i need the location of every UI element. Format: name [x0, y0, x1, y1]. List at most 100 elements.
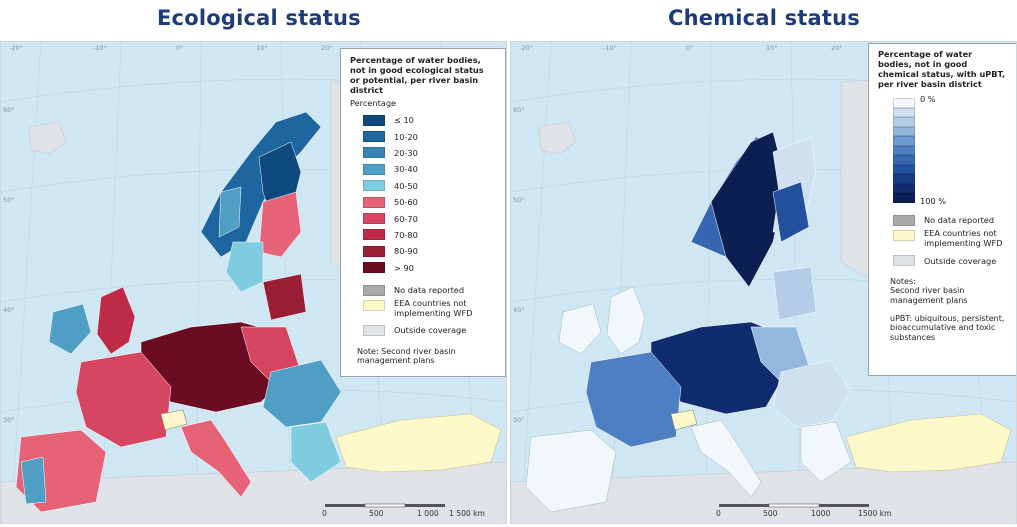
ramp-step — [893, 126, 915, 136]
legend-extra-row: Outside coverage — [893, 252, 1007, 268]
ecological-legend-title: Percentage of water bodies, not in good … — [350, 55, 484, 95]
legend-swatch — [363, 163, 385, 175]
ramp-step — [893, 174, 915, 184]
legend-swatch — [893, 214, 915, 226]
chemical-status-title: Chemical status — [668, 6, 861, 30]
ramp-bottom-label: 100 % — [920, 196, 947, 206]
graticule-label: 40° — [3, 306, 15, 314]
ecological-status-title: Ecological status — [157, 6, 361, 30]
legend-class-row: 10-20 — [363, 128, 496, 144]
legend-label: No data reported — [924, 215, 995, 226]
legend-extra-row: EEA countries not implementing WFD — [363, 298, 496, 322]
legend-class-row: 20-30 — [363, 145, 496, 161]
legend-swatch — [363, 196, 385, 208]
scale-tick-1000: 1000 — [811, 509, 831, 518]
ramp-step — [893, 164, 915, 174]
graticule-label: 50° — [513, 196, 525, 204]
graticule-label: 10° — [766, 44, 778, 52]
graticule-labels: -20° -10° 0° 10° 20° 30° 40° 50° 60° — [513, 44, 843, 424]
legend-swatch — [363, 131, 385, 143]
legend-label: 20-30 — [394, 147, 418, 158]
legend-class-row: 60-70 — [363, 210, 496, 226]
ecological-legend-note: Note: Second river basin management plan… — [357, 346, 456, 366]
legend-swatch — [893, 230, 915, 242]
ecological-extra-list: No data reported EEA countries not imple… — [363, 282, 496, 339]
graticule-label: 0° — [176, 44, 183, 52]
scale-tick-1500: 1500 km — [858, 509, 892, 518]
legend-class-row: 80-90 — [363, 243, 496, 259]
scale-tick-0: 0 — [716, 509, 721, 518]
ramp-step — [893, 183, 915, 193]
scale-bar — [719, 503, 869, 508]
graticule-label: 40° — [513, 306, 525, 314]
graticule-label: 20° — [321, 44, 333, 52]
ramp-step — [893, 136, 915, 146]
legend-class-row: 70-80 — [363, 227, 496, 243]
legend-class-row: ≤ 10 — [363, 112, 496, 128]
chemical-legend-title: Percentage of water bodies, not in good … — [878, 49, 1006, 89]
graticule-label: 30° — [3, 416, 15, 424]
graticule-label: 60° — [3, 106, 15, 114]
chemical-legend: Percentage of water bodies, not in good … — [868, 43, 1016, 376]
legend-swatch — [363, 262, 385, 274]
legend-extra-row: No data reported — [893, 212, 1007, 228]
legend-swatch — [363, 324, 385, 336]
legend-extra-row: EEA countries not implementing WFD — [893, 228, 1007, 252]
chemical-note-2: uPBT: ubiquitous, persistent, bioaccumul… — [890, 313, 1005, 342]
ramp-swatches — [893, 98, 915, 203]
chemical-status-map[interactable]: -20° -10° 0° 10° 20° 30° 40° 50° 60° — [510, 41, 1017, 524]
legend-swatch — [363, 245, 385, 257]
graticule-label: -20° — [519, 44, 533, 52]
ecological-status-map[interactable]: -20° -10° 0° 10° 20° 30° 40° 50° 60° — [0, 41, 507, 524]
chemical-notes-heading: Notes: — [890, 276, 916, 286]
graticule-label: 0° — [686, 44, 693, 52]
scale-tick-500: 500 — [369, 509, 384, 518]
scale-tick-0: 0 — [322, 509, 327, 518]
legend-swatch — [893, 255, 915, 267]
ramp-step — [893, 193, 915, 203]
scale-tick-1000: 1 000 — [417, 509, 439, 518]
legend-extra-row: Outside coverage — [363, 322, 496, 338]
legend-swatch — [363, 229, 385, 241]
legend-swatch — [363, 284, 385, 296]
legend-label: No data reported — [394, 285, 465, 296]
legend-label: 30-40 — [394, 164, 418, 175]
legend-class-row: 50-60 — [363, 194, 496, 210]
legend-swatch — [363, 114, 385, 126]
legend-label: Outside coverage — [924, 255, 997, 266]
graticule-label: 60° — [513, 106, 525, 114]
legend-swatch — [363, 147, 385, 159]
graticule-label: 20° — [831, 44, 843, 52]
legend-label: Outside coverage — [394, 325, 467, 336]
graticule-labels: -20° -10° 0° 10° 20° 30° 40° 50° 60° — [3, 44, 333, 424]
graticule-label: -10° — [93, 44, 107, 52]
legend-label: 50-60 — [394, 197, 418, 208]
legend-label: 40-50 — [394, 180, 418, 191]
legend-label: ≤ 10 — [394, 115, 414, 126]
legend-label: EEA countries not implementing WFD — [924, 228, 1003, 249]
graticule-label: 10° — [256, 44, 268, 52]
legend-label: > 90 — [394, 262, 414, 273]
legend-class-row: 30-40 — [363, 161, 496, 177]
ecological-legend-subtitle: Percentage — [350, 98, 397, 108]
ramp-top-label: 0 % — [920, 94, 936, 104]
legend-swatch — [363, 213, 385, 225]
graticule-label: 30° — [513, 416, 525, 424]
legend-label: 10-20 — [394, 131, 418, 142]
legend-swatch — [363, 180, 385, 192]
ramp-step — [893, 107, 915, 117]
ramp-step — [893, 145, 915, 155]
chemical-note-1: Second river basin management plans — [890, 286, 968, 305]
graticule-label: 50° — [3, 196, 15, 204]
graticule-label: -10° — [603, 44, 617, 52]
scale-tick-500: 500 — [763, 509, 778, 518]
chemical-extra-list: No data reported EEA countries not imple… — [893, 212, 1007, 269]
ramp-step — [893, 98, 915, 108]
legend-label: EEA countries not implementing WFD — [394, 298, 473, 319]
ecological-class-list: ≤ 10 10-20 20-30 30-40 40-50 50-60 60-70… — [363, 112, 496, 276]
scale-tick-1500: 1 500 km — [449, 509, 485, 518]
scale-bar — [325, 503, 445, 508]
legend-extra-row: No data reported — [363, 282, 496, 298]
legend-class-row: 40-50 — [363, 178, 496, 194]
graticule-label: -20° — [9, 44, 23, 52]
